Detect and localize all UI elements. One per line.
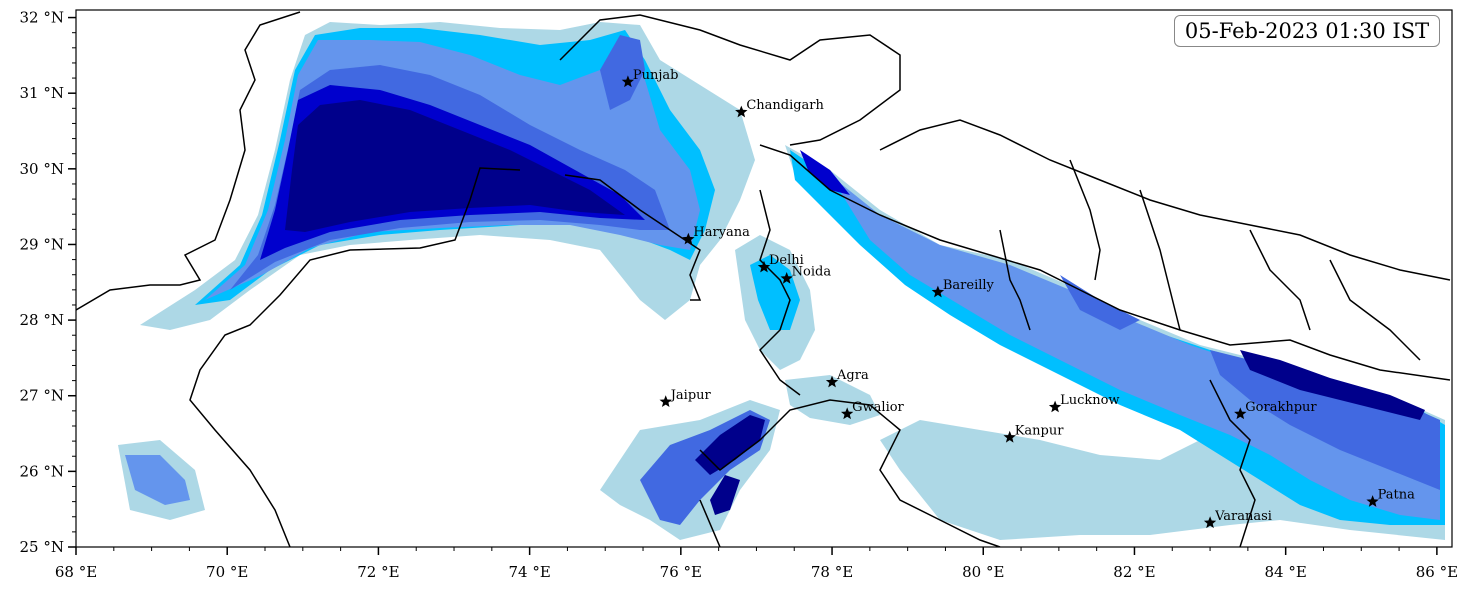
x-tick-label: 80 °E xyxy=(962,563,1004,581)
x-tick-label: 76 °E xyxy=(660,563,702,581)
y-tick-label: 28 °N xyxy=(20,311,64,329)
x-tick-label: 84 °E xyxy=(1265,563,1307,581)
x-tick-label: 86 °E xyxy=(1416,563,1458,581)
state-delhi-up xyxy=(759,189,801,396)
city-label: Punjab xyxy=(633,68,679,83)
x-tick-label: 82 °E xyxy=(1113,563,1155,581)
city-star-icon xyxy=(825,375,839,388)
x-tick-label: 70 °E xyxy=(206,563,248,581)
state-misc-5 xyxy=(1329,259,1421,361)
state-misc-4 xyxy=(1249,229,1311,331)
y-tick-label: 31 °N xyxy=(20,84,64,102)
state-misc-2 xyxy=(1069,159,1101,281)
y-tick-label: 25 °N xyxy=(20,538,64,556)
precip-ganga-l3 xyxy=(830,175,1440,520)
city-star-icon xyxy=(1048,400,1062,413)
india-nepal-border xyxy=(759,144,1451,381)
city-label: Bareilly xyxy=(943,278,995,293)
x-tick-label: 74 °E xyxy=(508,563,550,581)
city-label: Agra xyxy=(836,368,869,383)
precip-band-nw-l6 xyxy=(285,100,625,232)
precip-ganga-l6 xyxy=(1240,350,1425,420)
city-star-icon xyxy=(1234,407,1247,420)
city-label: Lucknow xyxy=(1060,393,1120,408)
city-star-icon xyxy=(757,260,771,273)
city-star-icon xyxy=(931,285,945,298)
x-tick-label: 72 °E xyxy=(357,563,399,581)
precip-ncr-l2 xyxy=(750,255,800,330)
y-tick-label: 30 °N xyxy=(20,160,64,178)
india-pak-border xyxy=(189,167,521,547)
china-india-north xyxy=(559,14,901,146)
x-tick-label: 68 °E xyxy=(55,563,97,581)
city-star-icon xyxy=(735,105,748,118)
precip-raj-l4 xyxy=(710,475,740,515)
city-label: Gorakhpur xyxy=(1245,400,1317,415)
coast-sw xyxy=(699,499,721,547)
precip-ganga-l7 xyxy=(800,150,850,195)
city-label: Jaipur xyxy=(669,388,712,403)
x-tick-label: 78 °E xyxy=(811,563,853,581)
precip-raj-l3 xyxy=(695,415,765,475)
boundary-lines xyxy=(76,11,1451,547)
precip-punjab-core xyxy=(600,35,645,110)
state-punjab-haryana xyxy=(564,174,702,301)
precip-ganga-l4 xyxy=(1060,275,1140,330)
city-star-icon xyxy=(682,232,695,245)
timestamp-label: 05-Feb-2023 01:30 IST xyxy=(1174,15,1440,47)
plot-frame xyxy=(75,9,1453,548)
state-misc-3 xyxy=(1139,189,1181,331)
nepal-china-border xyxy=(879,119,1451,281)
state-raj-mp xyxy=(699,399,1001,547)
city-label: Chandigarh xyxy=(746,98,824,113)
city-star-icon xyxy=(1003,430,1016,443)
state-up-bihar xyxy=(1209,379,1256,547)
city-star-icon xyxy=(1203,516,1217,529)
y-tick-label: 29 °N xyxy=(20,235,64,253)
city-label: Delhi xyxy=(769,253,804,268)
pak-afg-border xyxy=(76,11,301,311)
y-tick-label: 26 °N xyxy=(20,462,64,480)
city-star-icon xyxy=(1366,495,1379,507)
precip-ganga-l5 xyxy=(1210,350,1440,490)
city-label: Kanpur xyxy=(1015,423,1065,438)
city-star-icon xyxy=(621,75,635,88)
axes: 68 °E 70 °E 72 °E 74 °E 76 °E 78 °E 80 °E 82 °E… xyxy=(20,9,1459,581)
y-tick-label: 27 °N xyxy=(20,387,64,405)
y-tick-label: 32 °N xyxy=(20,9,64,27)
city-label: Gwalior xyxy=(852,400,904,415)
state-misc-1 xyxy=(999,229,1031,331)
city-label: Varanasi xyxy=(1214,509,1272,524)
precip-sw-l2 xyxy=(125,455,190,505)
city-label: Patna xyxy=(1378,488,1416,503)
city-star-icon xyxy=(780,272,793,284)
city-label: Haryana xyxy=(693,225,750,240)
city-star-icon xyxy=(659,395,672,407)
city-label: Noida xyxy=(792,265,832,280)
city-star-icon xyxy=(841,407,854,420)
